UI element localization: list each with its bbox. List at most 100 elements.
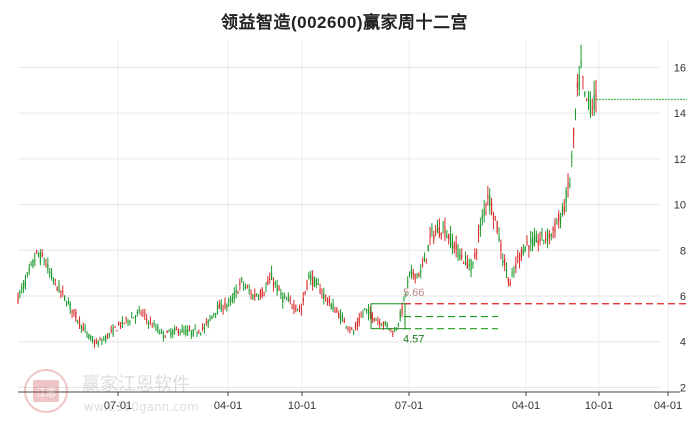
candle-body [433,235,435,240]
candle-body [358,317,360,324]
candle-body [118,322,120,325]
candle-body [58,284,60,292]
candle-body [108,333,110,335]
candle-body [483,208,485,216]
candle-body [166,330,168,333]
x-tick-label: 07-01 [395,400,423,412]
logo-text: 江恩 [36,387,56,399]
candle-body [420,270,422,273]
candle-body [347,327,349,329]
candle-body [131,317,133,319]
candle-body [222,309,224,311]
candle-body [300,308,302,311]
candle-body [466,261,468,268]
candle-body [500,243,502,251]
candle-body [364,308,366,310]
candle-body [21,287,23,290]
candle-body [507,277,509,284]
candle-body [123,322,125,324]
candle-body [520,249,522,257]
candle-body [246,286,248,288]
candle-body [339,313,342,321]
candle-body [146,318,148,320]
candle-body [517,255,519,257]
candle-body [554,221,556,233]
candle-body [561,206,564,215]
candle-body [252,295,254,300]
candle-body [528,245,530,251]
candle-body [256,295,258,297]
candle-body [64,295,66,300]
candle-body [356,321,358,327]
y-tick-label: 2 [680,382,686,394]
candle-body [522,249,524,256]
grid-lines [18,40,669,392]
candle-body [26,272,28,274]
candle-body [504,259,506,266]
candle-body [73,309,75,312]
candle-body [153,323,155,325]
candle-body [502,259,504,263]
candle-body [304,291,306,294]
candle-body [95,341,97,344]
candle-body [36,250,38,252]
candle-body [75,311,77,319]
candle-body [345,326,347,328]
candle-body [19,291,21,294]
candle-body [248,290,250,292]
candle-body [172,330,174,335]
candle-body [476,252,478,254]
candle-body [187,329,189,333]
candle-body [595,89,597,100]
candle-body [453,244,455,249]
candle-body [535,234,537,243]
candle-body [82,326,84,331]
candle-body [492,216,495,220]
candle-body [84,328,86,330]
candle-body [149,321,151,323]
candle-body [202,326,204,329]
candle-body [205,321,207,323]
candle-body [213,313,215,315]
candle-body [220,302,222,310]
candle-body [194,328,196,330]
candle-body [241,278,243,280]
candle-body [580,59,582,65]
candle-body [373,318,375,321]
candle-body [80,324,82,329]
candle-body [496,221,498,233]
candle-body [282,296,284,303]
candle-body [481,215,483,219]
candle-body [574,112,577,115]
candle-body [54,279,56,281]
candle-body [129,321,131,323]
candle-body [133,317,135,319]
candle-body [224,302,226,308]
candle-body [427,244,429,252]
candle-body [545,238,547,240]
candle-body [110,329,112,331]
candle-body [412,271,414,276]
candle-body [394,331,396,333]
candle-body [422,263,424,265]
candle-body [181,328,183,333]
candle-body [351,327,353,329]
candle-body [325,295,327,297]
candle-body [218,304,220,309]
candle-body [321,293,323,295]
candle-body [461,255,463,258]
candle-body [160,330,163,332]
candle-body [185,329,187,335]
chart-title: 领益智造(002600)赢家周十二宫 [220,13,469,32]
candle-body [114,326,116,328]
candle-body [328,298,330,303]
candle-body [530,238,532,243]
candle-body [546,230,549,242]
candle-body [334,309,336,313]
candle-body [302,298,304,302]
candle-body [244,286,247,289]
candle-body [468,264,470,266]
candle-body [263,294,265,296]
candle-body [261,288,263,297]
candle-body [168,330,170,332]
